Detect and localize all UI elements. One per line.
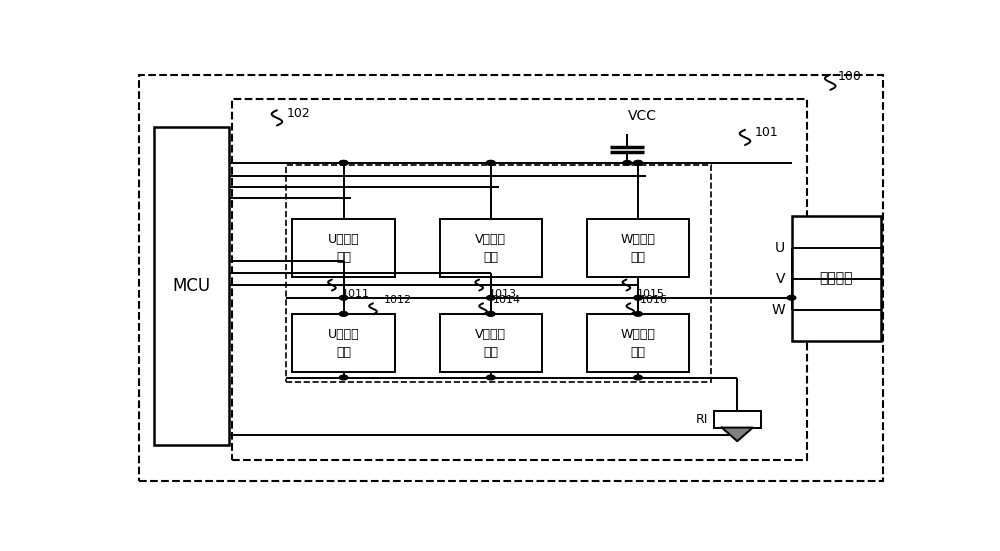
Text: U相下半
桥臂: U相下半 桥臂 [328,328,359,359]
Text: 1013: 1013 [489,289,517,299]
Text: 1015: 1015 [637,289,664,299]
Text: 101: 101 [754,126,778,139]
Circle shape [339,311,348,316]
Circle shape [634,311,642,316]
Circle shape [787,295,796,300]
Circle shape [634,160,642,165]
Text: W相下半
桥臂: W相下半 桥臂 [621,328,655,359]
Bar [792,217,881,341]
Text: V: V [776,272,785,286]
Bar [587,219,689,277]
Bar [440,219,542,277]
Circle shape [487,311,495,316]
Circle shape [339,375,348,380]
Text: V相下半
桥臂: V相下半 桥臂 [475,328,506,359]
Circle shape [623,160,631,165]
Circle shape [487,295,495,300]
Bar [440,314,542,372]
Text: 1012: 1012 [384,295,412,305]
Bar [286,165,711,382]
Bar [587,314,689,372]
Bar [154,127,229,445]
Text: W: W [772,304,785,317]
Circle shape [339,160,348,165]
Polygon shape [722,428,753,441]
Text: 1016: 1016 [640,295,668,305]
Circle shape [339,160,348,165]
Circle shape [487,160,495,165]
Text: V相上半
桥臂: V相上半 桥臂 [475,233,506,263]
Text: 1011: 1011 [342,289,370,299]
Text: U相上半
桥臂: U相上半 桥臂 [328,233,359,263]
Text: 100: 100 [838,70,862,83]
Bar [232,99,807,460]
Bar [292,219,395,277]
Text: U: U [775,241,785,255]
Text: W相上半
桥臂: W相上半 桥臂 [621,233,655,263]
Bar [714,410,761,428]
Text: 三相电机: 三相电机 [820,272,853,285]
Circle shape [339,295,348,300]
Text: VCC: VCC [628,110,657,123]
Bar [292,314,395,372]
Text: RI: RI [695,413,708,425]
Text: 102: 102 [286,107,310,120]
Circle shape [634,295,642,300]
Circle shape [487,160,495,165]
Circle shape [634,375,642,380]
Circle shape [634,160,642,165]
Circle shape [487,375,495,380]
Text: 1014: 1014 [492,295,520,305]
Text: MCU: MCU [173,277,211,295]
